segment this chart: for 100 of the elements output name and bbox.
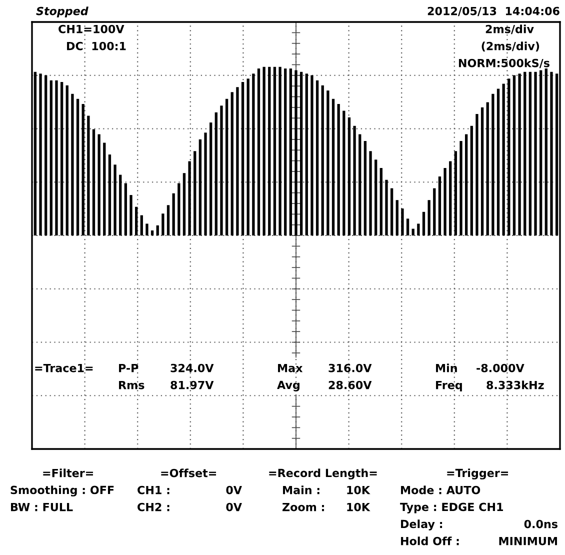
bar [236, 87, 239, 236]
bar [257, 68, 260, 236]
bar [502, 84, 505, 236]
text: =Filter= [43, 468, 93, 478]
bar [406, 218, 410, 236]
text: 316.0V [328, 364, 372, 372]
bar [534, 72, 537, 236]
text: 2ms/div [486, 24, 534, 34]
bar [374, 160, 378, 236]
bar [326, 90, 330, 236]
bar [108, 154, 112, 236]
bar [380, 168, 382, 236]
bar [130, 195, 132, 236]
bar [241, 82, 244, 236]
bar [337, 104, 340, 236]
text: 10K [347, 502, 370, 512]
bar [188, 161, 191, 236]
annotation: NORM:500kS/s [458, 58, 550, 68]
bar [172, 193, 175, 236]
bar [66, 85, 68, 236]
bar [55, 80, 58, 236]
bar [508, 78, 510, 236]
bar [156, 225, 159, 236]
bar [528, 72, 532, 236]
text: Stopped [36, 6, 88, 18]
bar [396, 200, 398, 236]
text: 8.333kHz [486, 380, 544, 390]
bar [146, 224, 148, 236]
bar [50, 80, 52, 236]
bar [353, 126, 356, 236]
bar [444, 168, 446, 236]
text: CH1=100V [58, 24, 124, 34]
text: 0V [226, 502, 242, 512]
bar [124, 183, 128, 236]
text: 0.0ns [524, 520, 558, 528]
bar [449, 161, 452, 236]
text: =Trigger= [447, 468, 508, 480]
bar [114, 164, 116, 236]
text: =Trace1= [35, 364, 93, 372]
bar [480, 107, 484, 236]
text: (2ms/div) [482, 42, 540, 52]
bar [82, 104, 84, 236]
bar [220, 106, 223, 236]
bar [390, 188, 394, 236]
text: P-P [119, 364, 138, 372]
text: Delay : [401, 520, 442, 530]
bar [454, 151, 458, 236]
text: 2012/05/13 14:04:06 [428, 6, 560, 16]
bar [182, 173, 186, 236]
text: 0V [226, 486, 242, 494]
bar [294, 70, 298, 236]
text: BW : FULL [11, 502, 73, 512]
bar [278, 66, 282, 236]
bar [210, 122, 212, 236]
bar [417, 224, 420, 236]
bar [198, 139, 202, 236]
bar [332, 98, 335, 236]
bar [162, 214, 164, 236]
bar [385, 180, 388, 236]
bar [369, 151, 372, 236]
bar [524, 72, 526, 236]
text: =Offset= [161, 468, 216, 478]
bar [284, 68, 287, 236]
bar [44, 75, 48, 236]
bar [60, 82, 64, 236]
bar [204, 132, 207, 236]
text: 324.0V [170, 364, 214, 372]
bar [273, 66, 276, 236]
text: DC 100:1 [67, 42, 126, 50]
bar [268, 66, 271, 236]
bar [438, 176, 442, 236]
bar [342, 110, 346, 236]
text: Mode : AUTO [401, 486, 480, 494]
text: Avg [277, 380, 300, 392]
text: 10K [347, 486, 370, 494]
bar [194, 151, 196, 236]
text: CH2 : [138, 502, 170, 512]
text: Min [436, 364, 457, 372]
bar [262, 66, 266, 236]
bar [305, 74, 308, 236]
bar [544, 68, 548, 236]
bar [252, 74, 255, 236]
bar [321, 85, 324, 236]
bar [300, 72, 303, 236]
bar [178, 183, 180, 236]
bar [476, 114, 478, 236]
bar [225, 98, 228, 236]
bar [39, 74, 42, 236]
bar [134, 206, 138, 236]
bar [103, 142, 106, 236]
bar [358, 134, 362, 236]
text: Smoothing : OFF [10, 486, 114, 496]
bar [433, 188, 436, 236]
text: -8.000V [476, 364, 524, 372]
text: Hold Off : [401, 536, 459, 546]
bar [518, 74, 521, 236]
bar [348, 117, 351, 236]
bar [310, 75, 314, 236]
bar [87, 116, 90, 236]
bar [98, 134, 100, 236]
